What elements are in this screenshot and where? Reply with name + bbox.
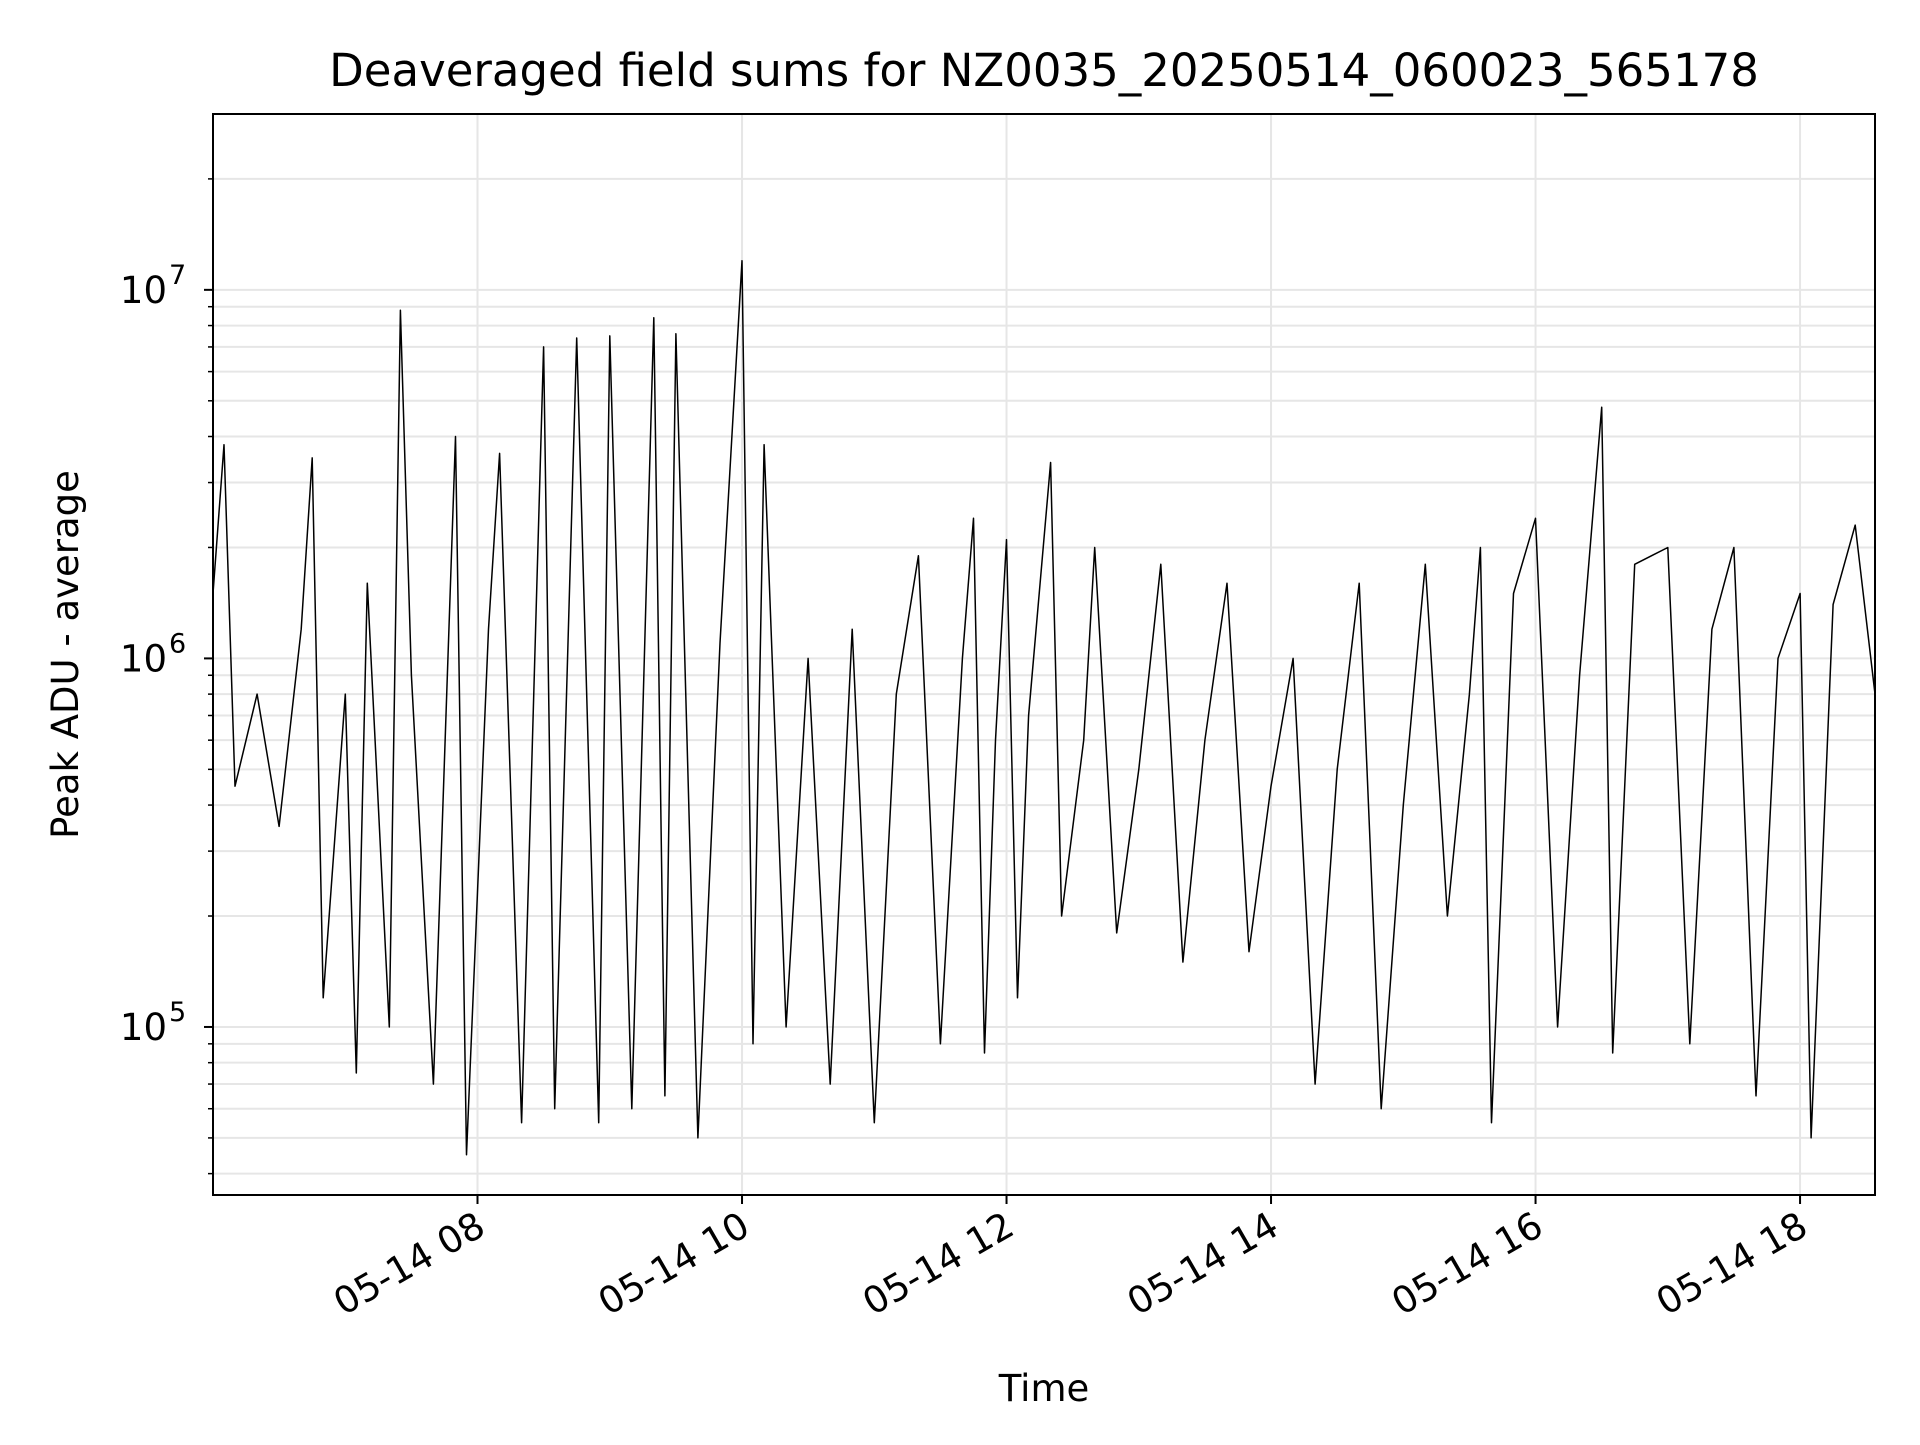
y-tick-label: 10 — [120, 637, 167, 680]
y-tick-label: 10 — [120, 269, 167, 312]
y-axis-label: Peak ADU - average — [44, 470, 87, 839]
y-tick-exponent: 6 — [169, 628, 186, 659]
y-tick-exponent: 7 — [169, 260, 186, 291]
line-layer — [212, 259, 1876, 1156]
y-tick-label: 10 — [120, 1006, 167, 1049]
plot-frame — [212, 113, 1876, 1196]
x-axis-label: Time — [998, 1367, 1090, 1410]
chart-title: Deaveraged field sums for NZ0035_2025051… — [329, 44, 1759, 97]
y-tick-exponent: 5 — [169, 997, 186, 1028]
grid-layer — [213, 114, 1875, 1195]
series-line — [212, 259, 1876, 1156]
